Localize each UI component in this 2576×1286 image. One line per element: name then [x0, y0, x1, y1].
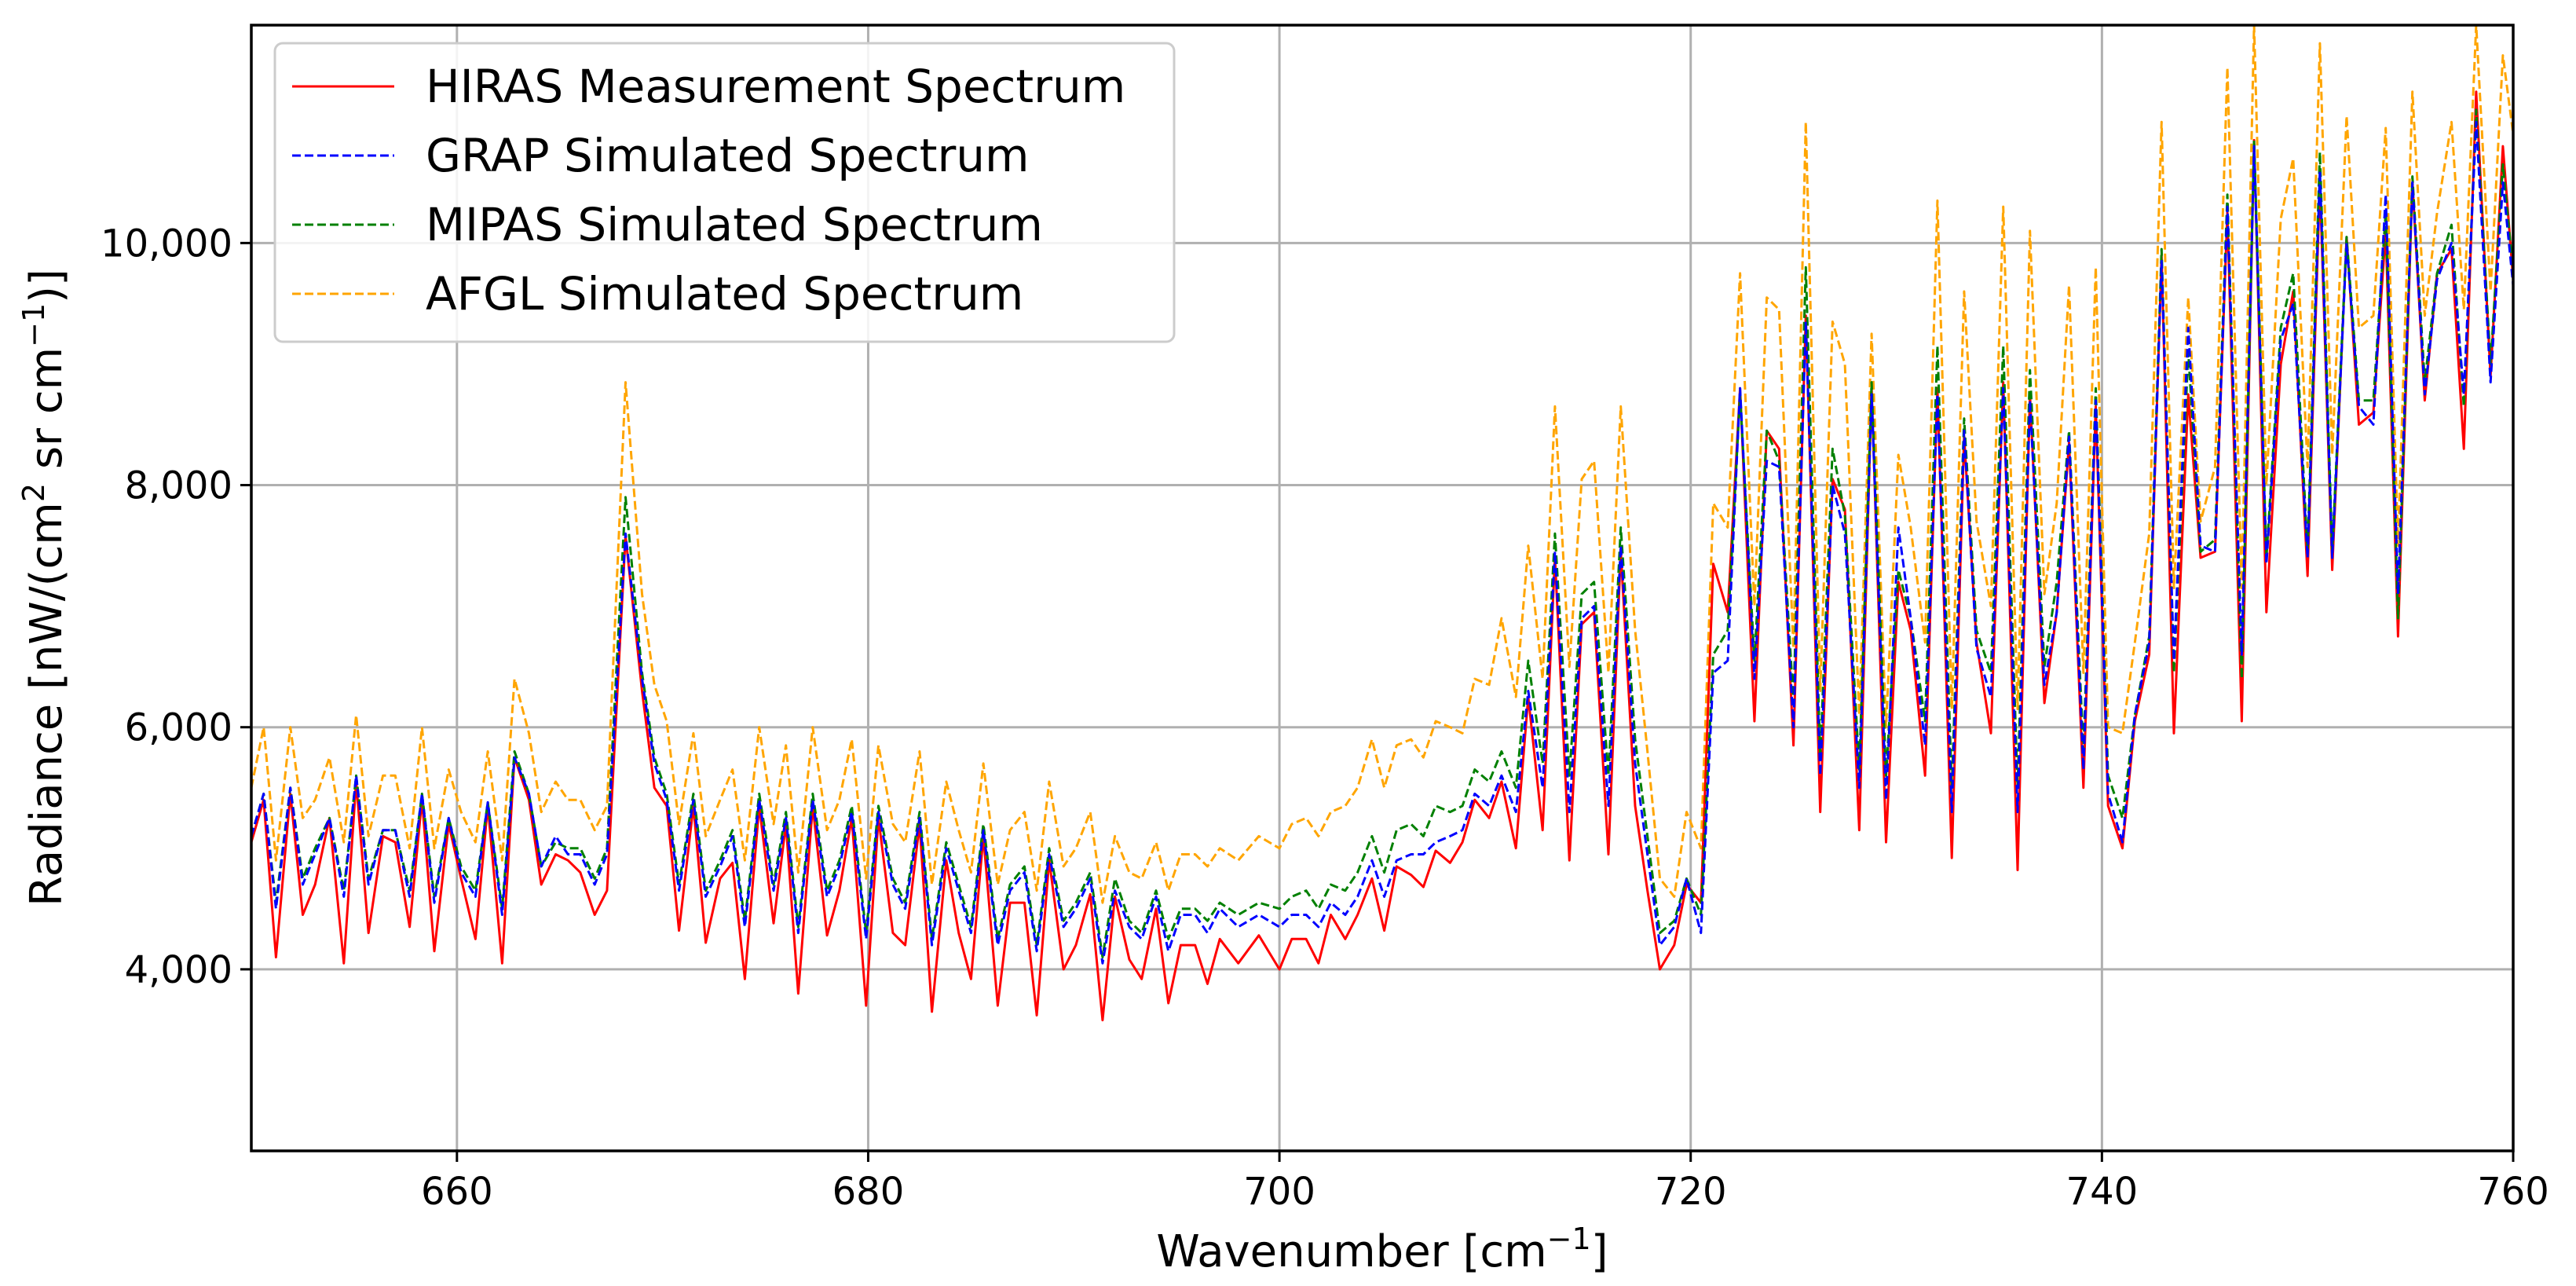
legend-label-afgl: AFGL Simulated Spectrum [426, 267, 1023, 321]
legend-label-mipas: MIPAS Simulated Spectrum [426, 198, 1043, 251]
plot-series-group [251, 25, 2513, 1022]
x-axis-title: Wavenumber [cm−1] [1156, 1222, 1608, 1277]
legend: HIRAS Measurement Spectrum GRAP Simulate… [273, 42, 1176, 343]
y-axis-ticks: 4,000 6,000 8,000 10,000 [101, 222, 251, 992]
x-tick-label: 700 [1243, 1170, 1315, 1214]
plot-frame [250, 24, 2515, 1152]
x-tick-label: 740 [2066, 1170, 2139, 1214]
x-tick-label: 760 [2477, 1170, 2549, 1214]
series-line-afgl [251, 25, 2513, 904]
y-tick-label: 4,000 [125, 948, 232, 992]
y-axis-title: Radiance [nW/(cm2 sr cm−1)] [16, 269, 72, 907]
legend-box [273, 42, 1176, 343]
x-tick-label: 660 [421, 1170, 493, 1214]
y-tick-label: 8,000 [125, 464, 232, 508]
legend-label-hiras: HIRAS Measurement Spectrum [426, 60, 1125, 113]
legend-label-grap: GRAP Simulated Spectrum [426, 129, 1030, 182]
series-line-grap [251, 120, 2513, 965]
series-line-hiras [251, 90, 2513, 1022]
y-tick-label: 10,000 [101, 222, 232, 266]
y-tick-label: 6,000 [125, 706, 232, 750]
x-axis-ticks: 660 680 700 720 740 760 [421, 1151, 2549, 1214]
x-tick-label: 680 [832, 1170, 905, 1214]
x-tick-label: 720 [1655, 1170, 1727, 1214]
